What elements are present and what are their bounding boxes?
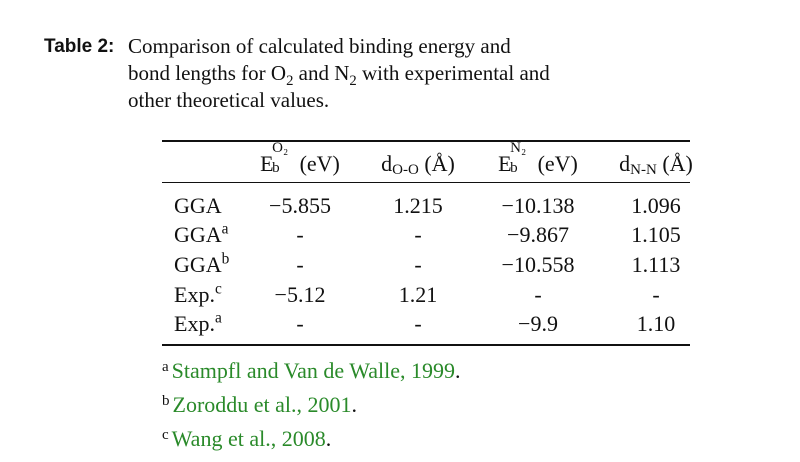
row-label: Exp.c: [174, 280, 222, 307]
header-eb-o2: E O₂ b (eV): [260, 140, 340, 177]
caption-subscript: 2: [286, 73, 294, 90]
reference-link[interactable]: Wang et al., 2008: [171, 426, 326, 451]
cell-d-oo: -: [414, 222, 422, 247]
reference-item: a Stampfl and Van de Walle, 1999.: [162, 358, 461, 383]
row-label: GGA: [174, 193, 222, 218]
cell-eb-n2: -: [534, 282, 542, 307]
eb-o2-symbol: E O₂ b: [260, 140, 289, 177]
cell-d-oo: 1.21: [398, 282, 438, 307]
caption-line-2: bond lengths for O2 and N2 with experime…: [128, 60, 614, 90]
reference-item: c Wang et al., 2008.: [162, 426, 332, 451]
row-label: Exp.a: [174, 309, 222, 336]
cell-d-oo: -: [414, 311, 422, 336]
table-caption: Table 2: Comparison of calculated bindin…: [44, 33, 614, 114]
reference-item: b Zoroddu et al., 2001.: [162, 392, 358, 417]
cell-eb-n2: −9.867: [507, 222, 569, 247]
cell-eb-o2: −5.855: [269, 193, 331, 218]
cell-d-nn: 1.096: [631, 193, 681, 218]
caption-text: Comparison of calculated binding energy …: [128, 33, 614, 114]
cell-eb-o2: −5.12: [274, 282, 326, 307]
cell-d-oo: 1.215: [393, 193, 443, 218]
row-label: GGAa: [174, 220, 229, 247]
caption-text-part: Comparison of calculated binding energy …: [128, 34, 511, 58]
cell-eb-n2: −10.138: [501, 193, 575, 218]
cell-eb-o2: -: [296, 222, 304, 247]
cell-eb-n2: −9.9: [518, 311, 558, 336]
cell-eb-n2: −10.558: [501, 252, 575, 277]
caption-line-3: other theoretical values.: [128, 87, 614, 114]
table-label: Table 2:: [44, 36, 115, 57]
cell-d-nn: 1.10: [636, 311, 676, 336]
eb-n2-symbol: E N₂ b: [498, 140, 527, 177]
references: a Stampfl and Van de Walle, 1999. b Zorodd…: [162, 352, 461, 454]
header-eb-n2: E N₂ b (eV): [498, 140, 578, 177]
cell-d-nn: 1.113: [631, 252, 681, 277]
reference-link[interactable]: Stampfl and Van de Walle, 1999: [171, 358, 456, 383]
header-d-nn: dN-N (Å): [619, 151, 693, 178]
cell-d-nn: -: [652, 282, 660, 307]
table-header-rule: [162, 182, 690, 183]
caption-line-1: Comparison of calculated binding energy …: [128, 33, 614, 60]
caption-text-part: bond lengths for O: [128, 61, 287, 85]
table-bottom-rule: [162, 344, 690, 346]
cell-eb-o2: -: [296, 311, 304, 336]
caption-subscript: 2: [349, 73, 357, 90]
row-label: GGAb: [174, 250, 230, 277]
cell-d-oo: -: [414, 252, 422, 277]
table-top-rule: [162, 140, 690, 142]
reference-link[interactable]: Zoroddu et al., 2001: [172, 392, 352, 417]
caption-text-part: and N: [293, 61, 350, 85]
header-d-oo: dO-O (Å): [381, 151, 455, 178]
cell-d-nn: 1.105: [631, 222, 681, 247]
caption-text-part: with experimental and: [356, 61, 550, 85]
caption-text-part: other theoretical values.: [128, 88, 330, 112]
cell-eb-o2: -: [296, 252, 304, 277]
